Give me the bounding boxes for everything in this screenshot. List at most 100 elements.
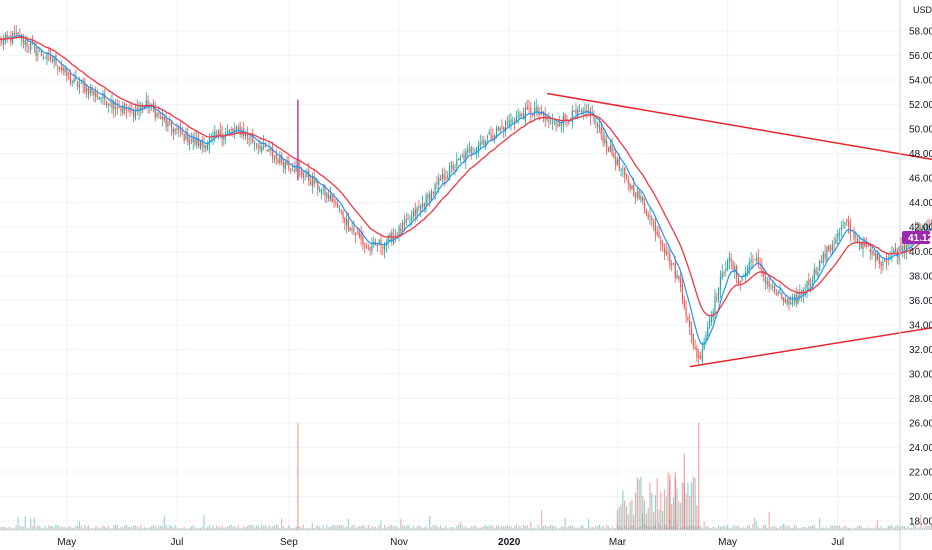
candle-body [382,247,384,249]
volume-bar [707,526,709,530]
volume-bar [577,527,579,530]
volume-bar [270,526,272,530]
price-tick-label: 54.00 [909,76,932,87]
candle-body [273,157,276,160]
candle-body [443,174,445,180]
candle-body [748,262,750,270]
trendline-lower[interactable] [689,250,932,368]
candle-body [134,109,137,119]
candle-body [179,128,182,134]
volume-bar [299,526,301,530]
volume-bar [226,526,229,530]
trendline-upper[interactable] [546,92,932,241]
candle-body [885,260,888,263]
volume-bar [398,528,400,530]
volume-bar [394,525,397,530]
candle-body [223,135,225,140]
volume-bar [790,527,792,530]
volume-bar [203,515,205,530]
candle-body [68,73,70,75]
candle-body [394,234,397,236]
candle-body [779,291,781,294]
candle-body [77,81,79,87]
candle-body [46,52,48,61]
volume-bar [734,525,736,530]
volume-bar [284,527,286,530]
candle-body [517,115,519,117]
candle-body [739,281,741,284]
trendlines[interactable] [546,92,932,368]
volume-bar [1,527,3,530]
candle-body [362,237,364,245]
candle-body [784,299,786,303]
candle-body [454,167,456,168]
volume-bar [566,527,568,530]
volume-bar [268,524,270,530]
volume-bar [606,524,608,530]
volume-bar [811,525,814,530]
candle-body [622,169,624,171]
candle-body [232,128,234,132]
candle-body [58,67,61,69]
candle-body [447,175,449,178]
candle-body [170,121,173,128]
candle-body [383,243,386,251]
volume-bar [19,525,21,530]
volume-bar [824,527,826,530]
candle-body [306,172,308,178]
candle-body [763,272,765,276]
time-axis[interactable]: MayJulSepNov2020MarMayJulSepNov2021Mar12 [57,537,932,548]
volume-bar [607,525,610,530]
volume-bar [176,527,178,530]
volume-bar [876,520,879,530]
candle-body [353,227,355,232]
candle-body [165,118,167,127]
volume-bar [512,528,514,530]
volume-bar [169,524,171,530]
candle-body [389,233,391,238]
volume-bar [355,528,357,530]
volume-bar [448,527,451,530]
volume-bar [792,527,794,530]
volume-bar [717,524,720,530]
candle-body [39,51,41,53]
volume-bar [907,525,909,530]
candle-body [311,177,313,186]
candle-body [275,154,277,159]
volume-bar [542,526,545,530]
volume-bar [759,528,761,530]
volume-bar [757,526,759,530]
volume-bar [378,525,380,530]
candle-body [519,112,521,118]
volume-bar [313,527,315,530]
candle-body [905,245,907,252]
volume-bar [447,528,449,530]
candle-body [658,232,660,239]
volume-bar [678,501,680,530]
volume-bar [371,526,373,530]
candle-body [226,130,229,133]
candle-body [835,239,837,244]
candle-body [84,83,86,93]
volume-bar [232,526,234,530]
candle-body [22,36,25,43]
candle-body [613,153,615,159]
volume-bar [560,525,563,530]
candle-body [302,173,304,178]
price-axis[interactable]: 58.00 56.00 54.00 52.00 50.00 48.00 46.00 44.00… [909,27,932,528]
candle-body [351,229,353,231]
candle-body [107,103,109,106]
candle-body [335,202,337,204]
volume-bar [315,526,317,530]
volume-bar [578,527,581,530]
volume-bar [875,526,877,530]
candle-body [216,133,218,136]
candle-body [89,89,91,94]
volume-bar [465,525,467,530]
candle-body [4,33,7,41]
candle-body [674,263,676,279]
volume-bar [743,526,745,530]
volume-bar [690,482,693,530]
